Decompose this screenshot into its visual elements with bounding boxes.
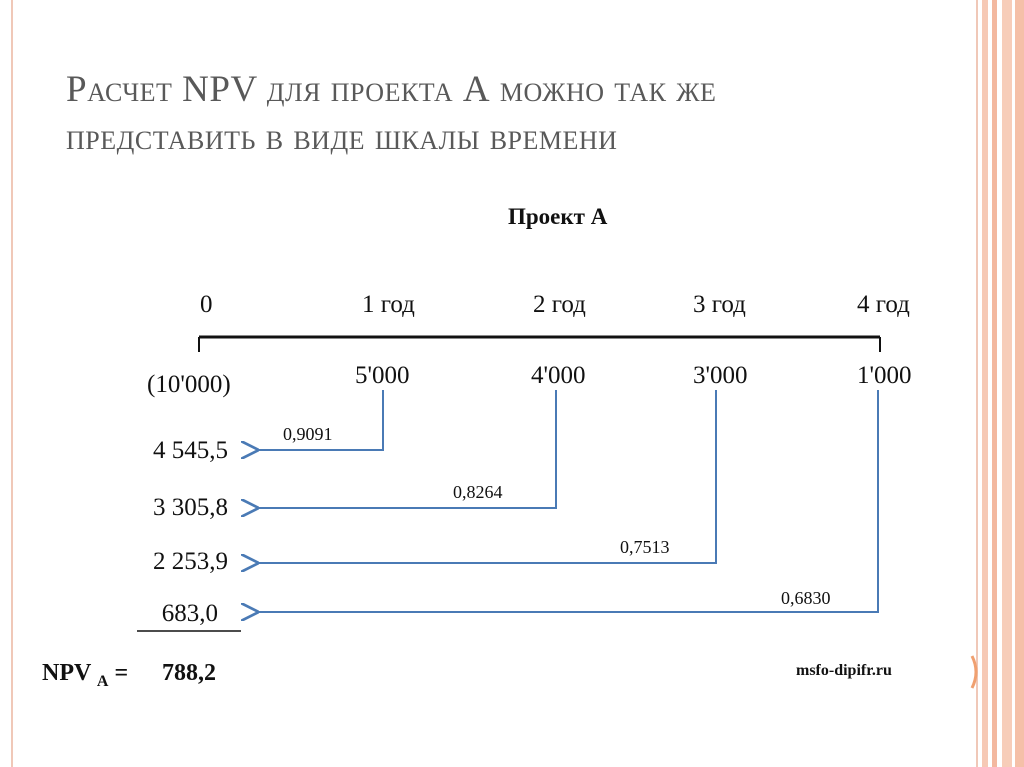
discount-arrow — [257, 390, 879, 612]
npv-value: 788,2 — [162, 660, 216, 686]
title-word: А — [462, 69, 491, 110]
period-label: 2 год — [533, 291, 586, 318]
decor-stripe — [1015, 0, 1024, 767]
title-word: NPV — [182, 69, 258, 110]
present-value-label: 683,0 — [161, 600, 218, 627]
title-word: для проекта — [266, 69, 454, 110]
project-label: Проект А — [508, 204, 608, 229]
present-value-label: 2 253,9 — [153, 548, 228, 575]
discount-factor-label: 0,9091 — [283, 424, 333, 444]
cash-flow-label: 4'000 — [531, 362, 586, 389]
discount-arrow — [257, 390, 384, 450]
title-word: Расчет — [66, 69, 173, 110]
cash-flow-label: 5'000 — [355, 362, 410, 389]
npv-equals: = — [114, 660, 129, 686]
decor-stripe — [992, 0, 997, 767]
cash-flow-label: 1'000 — [857, 362, 912, 389]
discount-factor-label: 0,8264 — [453, 482, 503, 502]
discount-arrow — [257, 390, 557, 508]
discount-factor-label: 0,7513 — [620, 537, 670, 557]
source-label: msfo-dipifr.ru — [796, 662, 892, 679]
decor-arc — [970, 655, 978, 689]
period-label: 1 год — [362, 291, 415, 318]
present-value-label: 3 305,8 — [153, 494, 228, 521]
title-line-2: представить в виде шкалы времени — [66, 117, 618, 158]
period-label: 0 — [200, 291, 213, 318]
npv-subscript: A — [96, 672, 109, 690]
slide-frame — [11, 0, 978, 767]
decor-stripe — [982, 0, 988, 767]
period-label: 3 год — [693, 291, 746, 318]
discount-arrow — [257, 390, 717, 563]
cash-flow-label: 3'000 — [693, 362, 748, 389]
present-value-label: 4 545,5 — [153, 437, 228, 464]
slide-title: Расчет NPV для проекта А можно так же пр… — [66, 66, 926, 162]
period-label: 4 год — [857, 291, 910, 318]
title-word: можно так же — [499, 69, 717, 110]
npv-text: NPV — [42, 660, 91, 686]
discount-factor-label: 0,6830 — [781, 588, 831, 608]
npv-label: NPV A = — [42, 660, 128, 691]
decor-stripe — [1002, 0, 1012, 767]
cash-flow-label: (10'000) — [147, 371, 231, 398]
